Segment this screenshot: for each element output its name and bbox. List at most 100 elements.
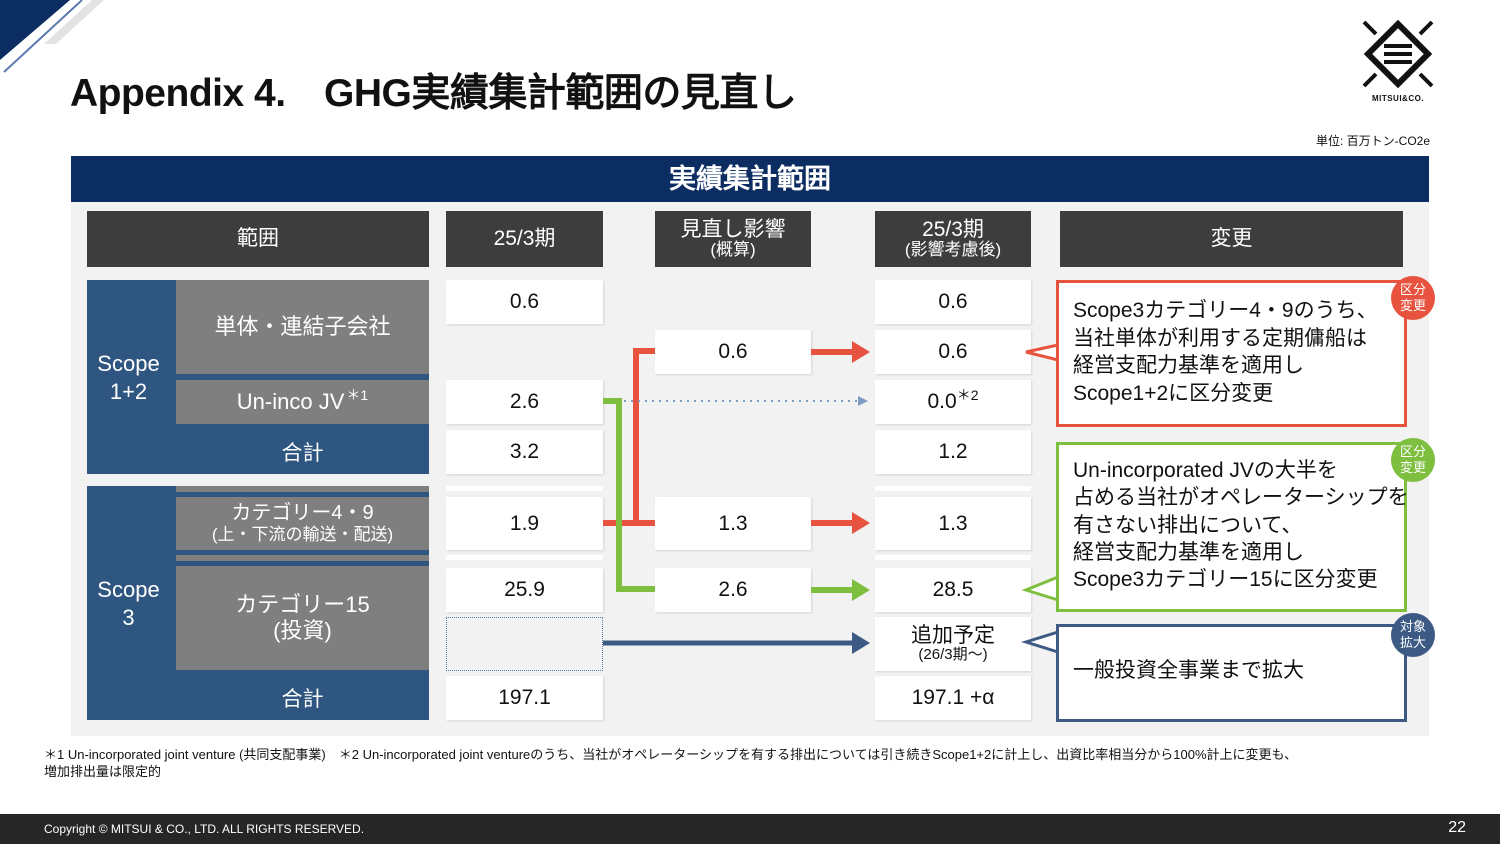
fy25-scope3-total: 197.1 [446,676,603,720]
scope3-cat15-sub: (投資) [273,618,332,643]
scope3-cat15-text: カテゴリー15 [235,591,370,617]
green-flow-arrow [603,398,870,601]
fy25-cat15-value: 25.9 [504,578,545,602]
page-title: Appendix 4. GHG実績集計範囲の見直し [70,72,797,115]
scope3-strip-top [176,486,429,492]
scope3-cat49-text: カテゴリー4・9 [231,502,374,525]
after-scope12-total: 1.2 [875,430,1031,474]
after-row2-value: 0.0 [927,390,957,414]
footer-bar: Copyright © MITSUI & CO., LTD. ALL RIGHT… [0,814,1500,844]
scope12-row2-text: Un-inco JV [236,388,345,414]
fy25-cat49: 1.9 [446,497,603,550]
panel-title: 実績集計範囲 [71,156,1429,202]
badge2-line1: 区分 [1399,443,1426,459]
after-scope12-total-value: 1.2 [938,440,968,464]
footnote-line2: 増加排出量は限定的 [44,763,162,779]
scope3-strip-mid [176,555,429,561]
callout1-line: Scope3カテゴリー4・9のうち、 [1073,299,1378,322]
fy25-strip-mid [446,555,603,560]
callout2-line: Un-incorporated JVの大半を [1073,459,1338,482]
fy25-scope12-row1-value: 0.6 [509,290,540,314]
header-scope: 範囲 [87,211,429,267]
callout-expansion: 一般投資全事業まで拡大 [1056,624,1407,722]
callout1-text: Scope3カテゴリー4・9のうち、 当社単体が利用する定期傭船は 経営支配力基… [1073,297,1378,408]
callout1-line: 当社単体が利用する定期傭船は [1073,326,1367,350]
red-flow-arrow [603,341,870,534]
badge-reclass-2: 区分 変更 [1391,438,1435,482]
dotted-flow-arrow [603,396,868,406]
after-strip-top [875,486,1031,491]
after-cat15: 28.5 [875,568,1031,612]
fy25-scope12-total: 3.2 [446,430,603,474]
copyright-text: Copyright © MITSUI & CO., LTD. ALL RIGHT… [44,822,365,836]
callout2-pointer [1021,574,1060,603]
mitsui-logo-icon [1362,19,1434,89]
scope3-cat15-label: カテゴリー15 (投資) [176,566,429,670]
impact-cat49-value: 1.3 [718,511,748,535]
badge1-line2: 変更 [1399,298,1426,313]
impact-cat15-value: 2.6 [718,578,748,602]
after-row2-note: ＊2 [956,387,979,404]
after-planned: 追加予定 (26/3期～) [875,617,1031,671]
scope3-cat49-sub: (上・下流の輸送・配送) [211,525,394,545]
fy25-cat15: 25.9 [446,568,603,612]
callout2-text: Un-incorporated JVの大半を 占める当社がオペレーターシップを … [1073,457,1409,593]
callout3-text: 一般投資全事業まで拡大 [1073,657,1304,685]
badge3-line1: 対象 [1399,618,1426,634]
page-number: 22 [1448,819,1466,836]
callout1-line: 経営支配力基準を適用し [1073,354,1304,378]
header-fy25-label: 25/3期 [493,226,556,250]
footnote-line1: ＊1 Un-incorporated joint venture (共同支配事業… [44,747,1298,762]
badge-expansion: 対象 拡大 [1391,613,1435,657]
after-cat49: 1.3 [875,497,1031,550]
impact-cat49: 1.3 [655,497,811,550]
impact-row1: 0.6 [655,330,811,374]
callout-reclass-jv: Un-incorporated JVの大半を 占める当社がオペレーターシップを … [1056,442,1409,612]
header-change-label: 変更 [1210,226,1253,250]
after-row1a-value: 0.6 [938,290,968,314]
corner-decoration [0,0,104,73]
scope12-row1-label: 単体・連結子会社 [176,280,429,374]
scope3-label-line1: Scope [97,577,160,602]
fy25-scope12-row2: 2.6 [446,380,603,424]
callout-reclass-cat49: Scope3カテゴリー4・9のうち、 当社単体が利用する定期傭船は 経営支配力基… [1056,280,1407,427]
footnotes: ＊1 Un-incorporated joint venture (共同支配事業… [44,747,1444,781]
fy25-cat49-value: 1.9 [509,511,540,535]
header-after-label: 25/3期 [922,218,984,242]
badge3-line2: 拡大 [1399,635,1426,650]
callout1-line: Scope1+2に区分変更 [1073,382,1274,406]
scope12-label-line1: Scope [97,351,160,376]
after-planned-sub: (26/3期～) [918,646,988,664]
after-row1b: 0.6 [875,330,1031,374]
scope3-cat49-label: カテゴリー4・9 (上・下流の輸送・配送) [176,497,429,550]
after-cat15-value: 28.5 [932,578,974,602]
callout3-pointer [1020,629,1060,655]
callout1-pointer [1025,343,1060,362]
callout2-line: 経営支配力基準を適用し [1073,540,1304,564]
fy25-strip-top [446,486,603,491]
after-row1b-value: 0.6 [938,340,968,364]
badge1-line1: 区分 [1399,281,1426,297]
header-fy25: 25/3期 [446,211,603,267]
scope3-label: Scope 3 [87,576,170,631]
header-after-sub: (影響考慮後) [904,240,1002,260]
badge2-line2: 変更 [1399,460,1426,475]
scope12-row2-label: Un-inco JV ＊1 [176,380,429,424]
fy25-scope12-row1: 0.6 [446,280,603,324]
badge-reclass-1: 区分 変更 [1391,276,1435,320]
fy25-scope12-total-value: 3.2 [509,440,540,464]
navy-flow-arrow [603,632,870,654]
scope12-label-line2: 1+2 [109,378,148,404]
logo-text: MITSUI&CO. [1371,94,1425,103]
callout2-line: 有さない排出について、 [1073,513,1303,537]
after-scope3-total-value: 197.1 +α [911,686,995,710]
after-scope3-total: 197.1 +α [875,676,1031,720]
after-strip-mid [875,555,1031,560]
after-planned-label: 追加予定 [911,624,995,648]
company-logo: MITSUI&CO. [1360,18,1436,106]
impact-row1-value: 0.6 [718,340,748,364]
impact-cat15: 2.6 [655,568,811,612]
callout3-line: 一般投資全事業まで拡大 [1073,659,1304,682]
callout2-line: Scope3カテゴリー15に区分変更 [1073,568,1378,592]
